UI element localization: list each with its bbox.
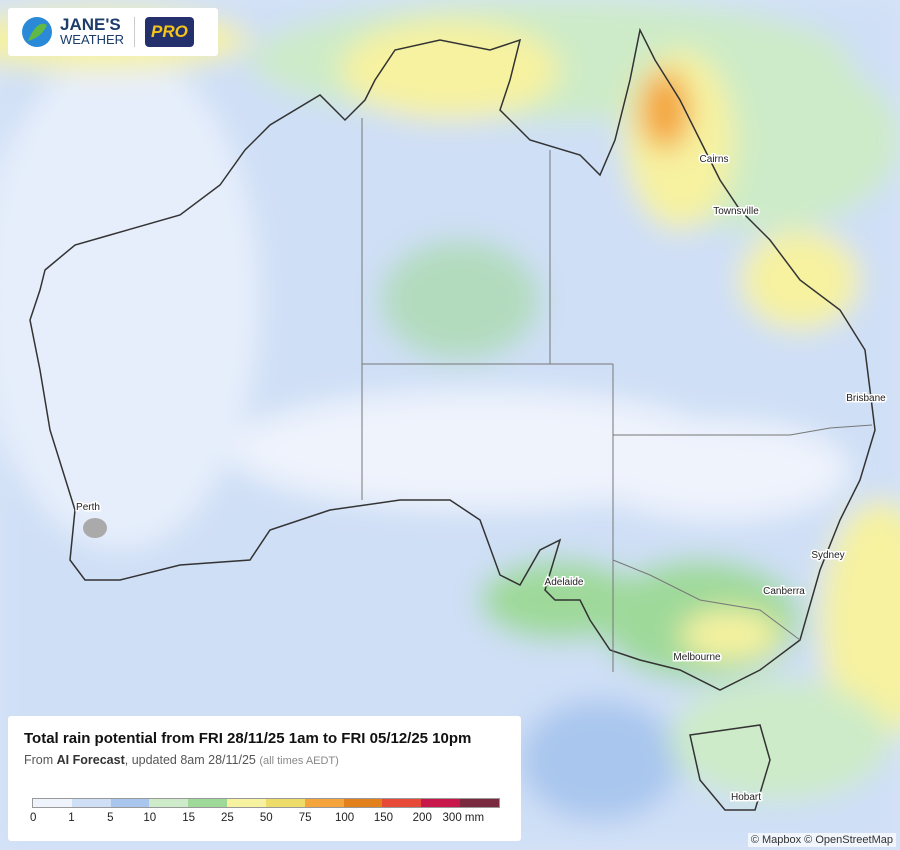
scale-swatch: [265, 799, 305, 807]
scale-label: 50: [259, 812, 273, 824]
scale-swatch: [227, 799, 266, 807]
state-borders: [361, 118, 873, 672]
logo-text: WEATHER: [60, 32, 125, 47]
scale-label: 0: [30, 812, 37, 824]
scale-label: 75: [298, 812, 312, 824]
scale-label: 150: [373, 812, 394, 824]
subtitle-text: , updated 8am 28/11/25: [124, 753, 256, 767]
scale-swatch: [343, 799, 383, 807]
scale-swatch: [460, 799, 499, 807]
scale-label: 100: [334, 812, 355, 824]
place-label: Townsville: [713, 206, 759, 217]
legend: Total rain potential from FRI 28/11/25 1…: [8, 716, 521, 841]
coastline: [29, 27, 876, 811]
place-label: Hobart: [731, 792, 761, 803]
scale-labels: 0 1 5 10 15 25 50 75 100 150 200 300 mm: [30, 812, 498, 826]
attribution[interactable]: © Mapbox © OpenStreetMap: [747, 833, 896, 847]
scale-swatch: [33, 799, 72, 807]
scale-label: 15: [182, 812, 196, 824]
scale-swatch: [110, 799, 150, 807]
scale-swatch: [149, 799, 189, 807]
scale-label: 25: [221, 812, 234, 824]
scale-label: 1: [68, 812, 75, 824]
pro-badge: PRO: [145, 17, 194, 47]
legend-title: Total rain potential from FRI 28/11/25 1…: [24, 730, 472, 747]
place-label: Cairns: [700, 154, 729, 165]
scale-swatch: [188, 799, 228, 807]
scale-swatch: [71, 799, 111, 807]
subtitle-source: AI Forecast: [56, 753, 125, 767]
place-label: Sydney: [811, 550, 844, 561]
logo-icon: [22, 17, 52, 47]
lake: [83, 518, 107, 538]
place-label: Brisbane: [846, 393, 886, 404]
legend-subtitle: From AI Forecast, updated 8am 28/11/25 (…: [24, 753, 339, 767]
scale-label: 5: [107, 812, 114, 824]
scale-swatch: [421, 799, 461, 807]
color-scale: [32, 798, 500, 808]
subtitle-note: (all times AEDT): [259, 755, 339, 767]
scale-swatch: [304, 799, 344, 807]
scale-label: 200: [412, 812, 432, 824]
scale-label: 300 mm: [442, 812, 485, 824]
place-label: Perth: [76, 502, 100, 513]
logo-text: JANE'S: [60, 15, 121, 34]
scale-swatch: [382, 799, 422, 807]
place-label: Canberra: [763, 586, 805, 597]
logo[interactable]: JANE'S WEATHER PRO: [8, 8, 218, 56]
place-label: Adelaide: [545, 577, 584, 588]
place-label: Melbourne: [673, 652, 721, 663]
scale-label: 10: [143, 812, 157, 824]
subtitle-text: From: [24, 753, 54, 767]
